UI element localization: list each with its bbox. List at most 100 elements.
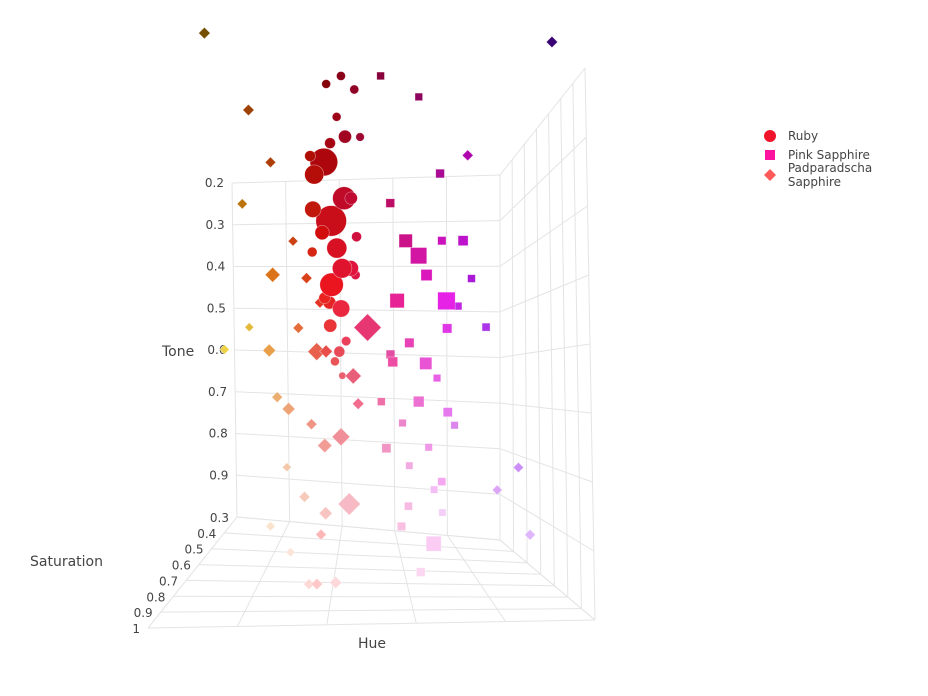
- padparadscha-sapphire-point[interactable]: [315, 528, 327, 541]
- padparadscha-sapphire-point[interactable]: [264, 156, 277, 169]
- ruby-point[interactable]: [336, 71, 346, 81]
- padparadscha-sapphire-point[interactable]: [305, 418, 318, 431]
- pink-sapphire-point[interactable]: [420, 269, 433, 281]
- tone-tick-label: 0.4: [206, 260, 225, 274]
- padparadscha-sapphire-point[interactable]: [262, 343, 277, 358]
- tone-tick-label: 0.7: [208, 385, 227, 399]
- ruby-point[interactable]: [314, 225, 330, 241]
- padparadscha-sapphire-point[interactable]: [271, 391, 283, 403]
- ruby-point[interactable]: [338, 129, 352, 144]
- padparadscha-sapphire-point[interactable]: [219, 344, 230, 355]
- ruby-point[interactable]: [341, 336, 352, 347]
- pink-sapphire-point[interactable]: [437, 236, 447, 246]
- pink-sapphire-point[interactable]: [450, 421, 459, 430]
- ruby-point[interactable]: [330, 356, 340, 367]
- pink-sapphire-point[interactable]: [410, 247, 428, 265]
- padparadscha-sapphire-point[interactable]: [265, 521, 276, 532]
- ruby-point[interactable]: [331, 112, 342, 122]
- padparadscha-sapphire-point[interactable]: [318, 506, 333, 521]
- ruby-point[interactable]: [319, 272, 344, 297]
- pink-sapphire-point[interactable]: [437, 477, 447, 486]
- pink-sapphire-point[interactable]: [425, 535, 442, 552]
- pink-sapphire-point[interactable]: [430, 485, 439, 494]
- padparadscha-sapphire-point[interactable]: [491, 484, 503, 496]
- ruby-point[interactable]: [304, 200, 322, 218]
- padparadscha-sapphire-point[interactable]: [264, 266, 281, 283]
- padparadscha-sapphire-point[interactable]: [352, 397, 365, 410]
- padparadscha-sapphire-point[interactable]: [329, 576, 343, 590]
- padparadscha-sapphire-point[interactable]: [298, 490, 311, 503]
- pink-sapphire-point[interactable]: [414, 92, 423, 101]
- pink-sapphire-point[interactable]: [397, 521, 406, 531]
- pink-sapphire-point[interactable]: [398, 233, 413, 248]
- ruby-point[interactable]: [304, 164, 325, 185]
- legend-item-ruby[interactable]: Ruby: [760, 126, 928, 146]
- ruby-point[interactable]: [338, 371, 347, 380]
- padparadscha-sapphire-point[interactable]: [319, 344, 333, 359]
- diamond-icon: [764, 168, 776, 181]
- padparadscha-sapphire-point[interactable]: [242, 103, 255, 117]
- pink-sapphire-point[interactable]: [442, 323, 453, 334]
- padparadscha-sapphire-point[interactable]: [317, 437, 333, 454]
- saturation-tick-label: 0.9: [134, 606, 153, 620]
- legend-item-padparadscha-sapphire[interactable]: Padparadscha Sapphire: [760, 161, 928, 189]
- padparadscha-sapphire-point[interactable]: [198, 26, 211, 40]
- pink-sapphire-point[interactable]: [424, 443, 433, 452]
- padparadscha-sapphire-point[interactable]: [461, 149, 474, 162]
- pink-sapphire-point[interactable]: [433, 374, 442, 383]
- pink-sapphire-point[interactable]: [416, 567, 426, 577]
- ruby-point[interactable]: [307, 246, 318, 258]
- ruby-point[interactable]: [332, 299, 351, 318]
- pink-sapphire-point[interactable]: [381, 443, 392, 454]
- hue-gridline: [231, 182, 238, 518]
- padparadscha-sapphire-point[interactable]: [353, 313, 382, 342]
- padparadscha-sapphire-point[interactable]: [545, 35, 559, 49]
- pink-sapphire-point[interactable]: [405, 461, 414, 470]
- pink-sapphire-point[interactable]: [442, 407, 453, 418]
- padparadscha-sapphire-point[interactable]: [244, 322, 255, 333]
- pink-sapphire-point[interactable]: [437, 291, 456, 310]
- ruby-point[interactable]: [355, 132, 365, 142]
- ruby-point[interactable]: [321, 79, 331, 89]
- pink-sapphire-point[interactable]: [404, 337, 415, 348]
- padparadscha-sapphire-point[interactable]: [287, 235, 299, 247]
- ruby-point[interactable]: [349, 84, 360, 95]
- padparadscha-sapphire-point[interactable]: [512, 461, 524, 473]
- ruby-point[interactable]: [304, 150, 316, 162]
- ruby-point[interactable]: [323, 318, 338, 333]
- padparadscha-sapphire-point[interactable]: [281, 402, 296, 416]
- pink-sapphire-point[interactable]: [457, 235, 469, 246]
- padparadscha-sapphire-point[interactable]: [285, 547, 296, 558]
- pink-sapphire-point[interactable]: [438, 508, 447, 517]
- ruby-point[interactable]: [326, 237, 348, 259]
- pink-sapphire-point[interactable]: [404, 501, 413, 511]
- pink-sapphire-point[interactable]: [419, 357, 433, 370]
- ruby-point[interactable]: [344, 191, 358, 205]
- pink-sapphire-point[interactable]: [413, 395, 425, 408]
- padparadscha-sapphire-point[interactable]: [300, 272, 313, 285]
- pink-sapphire-point[interactable]: [376, 71, 385, 81]
- legend-item-pink-sapphire[interactable]: Pink Sapphire: [760, 146, 928, 166]
- padparadscha-sapphire-point[interactable]: [331, 427, 351, 447]
- ruby-point[interactable]: [333, 345, 346, 358]
- pink-sapphire-point[interactable]: [377, 397, 386, 406]
- pink-sapphire-point[interactable]: [387, 356, 398, 368]
- pink-sapphire-point[interactable]: [467, 274, 476, 283]
- padparadscha-sapphire-point[interactable]: [337, 492, 361, 516]
- padparadscha-sapphire-point[interactable]: [236, 198, 248, 210]
- padparadscha-sapphire-point[interactable]: [524, 529, 536, 541]
- padparadscha-sapphire-point[interactable]: [282, 462, 292, 473]
- pink-sapphire-point[interactable]: [398, 418, 407, 427]
- ruby-point[interactable]: [324, 137, 336, 149]
- pink-sapphire-point[interactable]: [435, 168, 445, 179]
- pink-sapphire-point[interactable]: [389, 293, 405, 309]
- padparadscha-sapphire-point[interactable]: [292, 322, 305, 334]
- ruby-point[interactable]: [351, 231, 362, 243]
- padparadscha-sapphire-point[interactable]: [344, 367, 362, 385]
- pink-sapphire-point[interactable]: [385, 198, 395, 208]
- ruby-point[interactable]: [332, 258, 353, 279]
- padparadscha-sapphire-point[interactable]: [310, 577, 323, 591]
- pink-sapphire-point[interactable]: [481, 322, 491, 332]
- saturation-tick-label: 0.8: [146, 590, 165, 604]
